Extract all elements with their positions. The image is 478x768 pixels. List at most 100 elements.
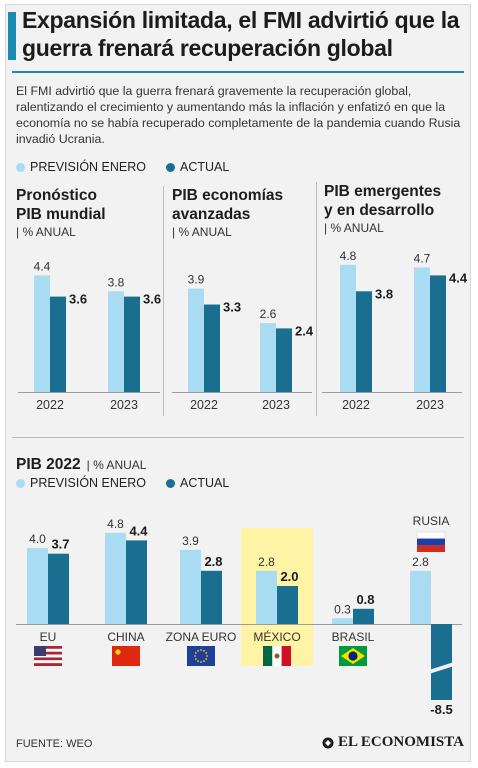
panel-2-label-actual-2023: 2.4 (295, 323, 314, 338)
panel-1-label-actual-2022: 3.6 (69, 292, 87, 307)
section-divider (12, 437, 464, 438)
flag-layer (34, 531, 446, 667)
brand-name: EL ECONOMISTA (338, 734, 464, 750)
country-label-actual-zona-euro: 2.8 (204, 554, 222, 569)
flag-eu-star (205, 652, 208, 654)
panel-2-label-forecast-2023: 2.6 (260, 307, 277, 321)
legend-forecast: PREVISIÓN ENERO (16, 160, 146, 174)
country-label-actual-china: 4.4 (129, 523, 148, 538)
flag-eu-star (206, 655, 208, 657)
panel-2-bar-forecast-2023 (260, 323, 276, 392)
section2-unit: | % ANUAL (86, 458, 147, 472)
country-label-actual-eu: 3.7 (51, 537, 69, 552)
panel-1-unit: | % ANUAL (16, 225, 76, 239)
country-tick-china: CHINA (107, 630, 144, 644)
headline-accent-bar (8, 12, 16, 60)
flag-eu-star (205, 658, 208, 660)
flag-us-stripe (34, 657, 62, 661)
panel-2-title-line1: PIB economías (172, 187, 284, 204)
legend-actual-swatch (166, 162, 175, 172)
legend-top: PREVISIÓN ENERO ACTUAL (16, 160, 249, 174)
flag-china-star (115, 649, 121, 655)
panel-divider-1 (163, 186, 164, 416)
panel-1-label-actual-2023: 3.6 (143, 292, 161, 307)
flag-eu-star (203, 649, 205, 652)
panel-divider-2 (316, 182, 317, 416)
legend-forecast-label: PREVISIÓN ENERO (30, 160, 146, 174)
panel-3-title-line2: y en desarrollo (324, 202, 435, 219)
country-label-forecast-brasil: 0.3 (334, 602, 351, 616)
intro-paragraph: El FMI advirtió que la guerra frenará gr… (16, 84, 461, 146)
panel-2-label-forecast-2022: 3.9 (188, 273, 205, 287)
flag-mexico-emblem (274, 653, 280, 659)
panel-2-title: PIB economías avanzadas (172, 186, 283, 224)
brand-logo: EL ECONOMISTA (322, 734, 464, 751)
country-label-forecast-china: 4.8 (107, 517, 124, 531)
panel-2-bar-actual-2022 (204, 304, 220, 392)
country-label-forecast-méxico: 2.8 (258, 555, 275, 569)
flag-eu-star (200, 661, 202, 663)
country-bar-actual-zona-euro (201, 570, 222, 624)
country-label-actual-méxico: 2.0 (280, 569, 298, 584)
flag-eu-star (197, 660, 199, 663)
panel-3-label-forecast-2023: 4.7 (414, 251, 431, 265)
panel-2-bar-actual-2023 (276, 328, 292, 392)
panel-2-tick-2022: 2022 (190, 398, 218, 412)
panel-1-label-forecast-2022: 4.4 (34, 259, 51, 273)
legend-bottom-forecast-swatch (16, 478, 25, 488)
infographic-frame (5, 4, 471, 762)
country-bar-actual-china (126, 540, 147, 624)
legend-actual: ACTUAL (166, 160, 229, 174)
panel-1-tick-2022: 2022 (36, 398, 64, 412)
panel-2-bar-forecast-2022 (188, 288, 204, 392)
country-bar-actual-méxico (277, 586, 298, 624)
flag-eu-star (194, 652, 197, 654)
brand-icon (322, 737, 334, 748)
panel-3-label-actual-2022: 3.8 (375, 286, 393, 301)
country-tick-brasil: BRASIL (332, 630, 375, 644)
legend-bottom-actual: ACTUAL (166, 476, 229, 490)
country-tick-rusia: RUSIA (413, 514, 450, 528)
flag-eu-star (197, 649, 199, 652)
legend-bottom-actual-swatch (166, 478, 175, 488)
panel-2-tick-2023: 2023 (262, 398, 290, 412)
country-bar-forecast-zona-euro (180, 549, 201, 624)
legend-bottom-forecast-label: PREVISIÓN ENERO (30, 476, 146, 490)
flag-us-stripe (34, 648, 62, 652)
country-bar-break-rusia (429, 662, 454, 674)
flag-russia-blue (417, 538, 445, 546)
flag-eu-star (194, 658, 197, 660)
flag-china-field (112, 646, 140, 666)
panel-1-label-forecast-2023: 3.8 (108, 275, 125, 289)
country-tick-méxico: MÉXICO (253, 629, 300, 644)
panel-1-bar-actual-2023 (124, 296, 140, 392)
panel-1-title: Pronóstico PIB mundial (16, 186, 106, 224)
country-bar-actual-eu (48, 553, 69, 624)
panel-1-tick-2023: 2023 (110, 398, 138, 412)
country-tick-zona-euro: ZONA EURO (166, 630, 237, 644)
panel-3-tick-2022: 2022 (342, 398, 370, 412)
panel-3-bar-actual-2022 (356, 291, 372, 392)
country-bar-forecast-eu (27, 548, 48, 624)
legend-bottom-forecast: PREVISIÓN ENERO (16, 476, 146, 490)
country-tick-eu: EU (40, 630, 57, 644)
country-bar-forecast-rusia (410, 570, 431, 624)
flag-us-canton (34, 646, 46, 656)
panel-2-label-actual-2022: 3.3 (223, 300, 241, 315)
flag-us-stripe (34, 651, 62, 655)
country-label-forecast-rusia: 2.8 (412, 555, 429, 569)
panel-3-title: PIB emergentes y en desarrollo (324, 182, 441, 220)
panel-3-tick-2023: 2023 (416, 398, 444, 412)
country-label-actual-rusia: -8.5 (430, 702, 452, 717)
country-bar-forecast-méxico (256, 570, 277, 624)
panel-1-bar-forecast-2023 (108, 291, 124, 392)
section2-title: PIB 2022 | % ANUAL (16, 456, 146, 474)
flag-mexico-green (263, 646, 273, 666)
legend-forecast-swatch (16, 162, 25, 172)
panel-3-label-forecast-2022: 4.8 (340, 249, 357, 263)
flag-us-stripe (34, 660, 62, 664)
panel-1-bar-actual-2022 (50, 296, 66, 392)
section2-title-text: PIB 2022 (16, 456, 81, 473)
flag-eu-field (187, 646, 215, 666)
